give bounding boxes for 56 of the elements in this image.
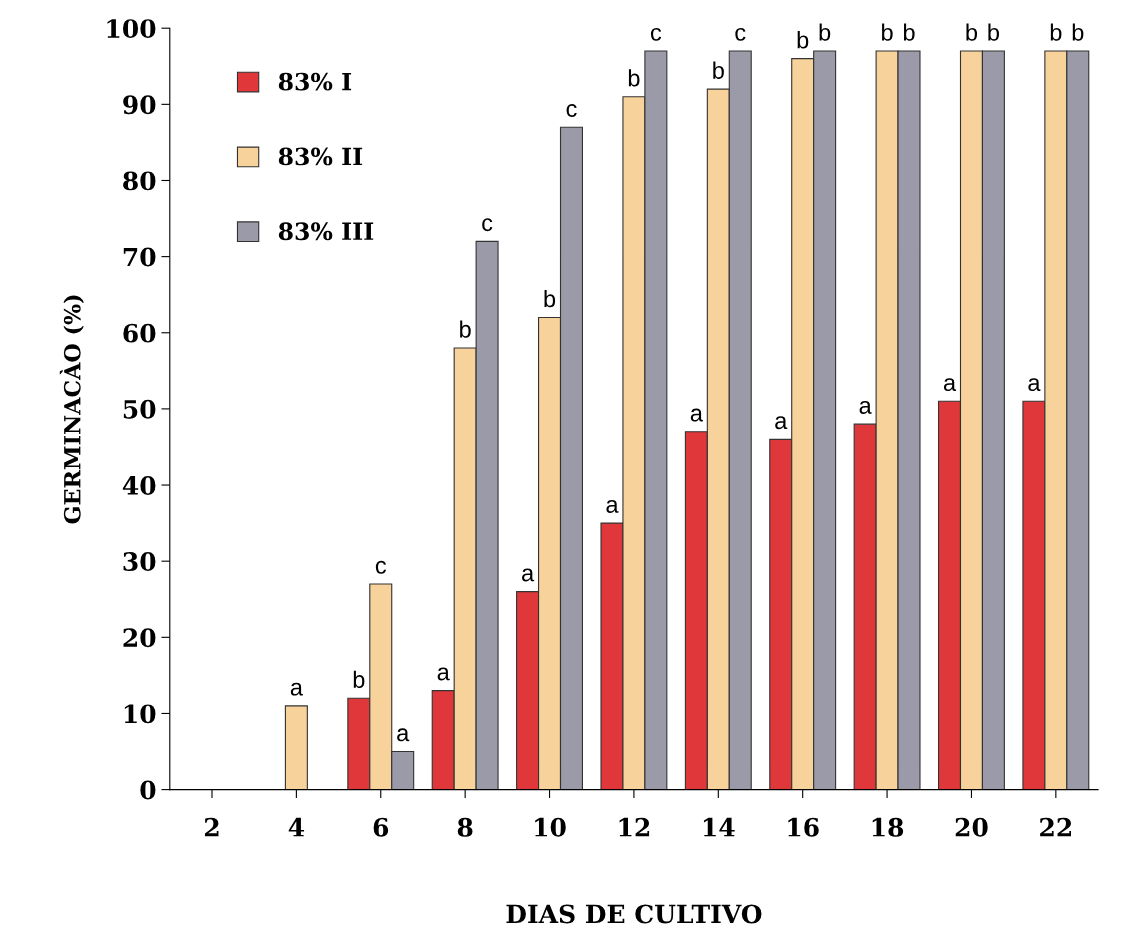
data-label: b (353, 670, 365, 689)
y-tick-label: 60 (123, 323, 156, 343)
x-tick-label: 8 (457, 817, 473, 837)
y-tick-label: 30 (123, 552, 156, 572)
x-tick-label: 22 (1040, 817, 1071, 837)
data-label: a (1028, 378, 1041, 392)
x-tick-label: 2 (204, 817, 219, 837)
data-label: c (735, 27, 746, 41)
y-tick-label: 90 (123, 95, 156, 115)
data-label: b (1050, 23, 1062, 41)
y-tick-label: 50 (123, 399, 156, 419)
y-tick-label: 0 (140, 780, 156, 800)
x-tick-label: 4 (288, 817, 305, 837)
x-tick-label: 18 (872, 817, 904, 837)
x-tick-label: 10 (535, 817, 566, 837)
x-tick-label: 16 (788, 817, 819, 837)
data-label: a (690, 408, 703, 422)
y-tick-label: 80 (123, 171, 156, 191)
y-tick-label: 40 (122, 475, 156, 495)
x-tick-label: 20 (955, 817, 988, 837)
legend-label: 83% II (278, 147, 363, 166)
x-tick-label: 14 (703, 817, 735, 837)
data-label: c (375, 560, 387, 574)
data-label: a (397, 728, 410, 742)
y-tick-label: 10 (124, 704, 156, 724)
y-tick-label: 70 (123, 247, 156, 267)
data-label: a (290, 682, 303, 696)
data-label: a (522, 568, 535, 582)
legend-label: 83% III (278, 222, 374, 241)
data-label: c (482, 218, 493, 232)
x-tick-label: 12 (619, 817, 650, 837)
data-label: b (544, 289, 556, 308)
data-label: c (566, 104, 577, 117)
data-label: b (882, 23, 893, 41)
data-label: a (943, 378, 957, 392)
data-label: b (819, 23, 831, 41)
x-axis-title: DIAS DE CULTIVO (506, 904, 762, 924)
data-label: b (797, 31, 809, 49)
data-label: a (606, 499, 619, 513)
x-tick-label: 6 (373, 817, 389, 837)
data-label: b (966, 23, 978, 41)
data-label: b (460, 320, 471, 338)
data-label: a (775, 416, 788, 430)
y-axis-title: GERMINACÀO (%) (59, 295, 84, 524)
data-label: a (859, 400, 872, 414)
y-tick-label: 100 (107, 19, 156, 39)
y-tick-label: 20 (123, 628, 156, 648)
data-label: b (628, 69, 640, 87)
data-label: b (713, 61, 724, 79)
data-label: b (903, 23, 915, 41)
data-label: a (437, 667, 450, 681)
bar (284, 705, 308, 790)
data-label: b (988, 23, 999, 41)
data-label: b (1072, 23, 1084, 41)
legend-label: 83% I (278, 72, 352, 91)
data-label: c (650, 27, 662, 41)
